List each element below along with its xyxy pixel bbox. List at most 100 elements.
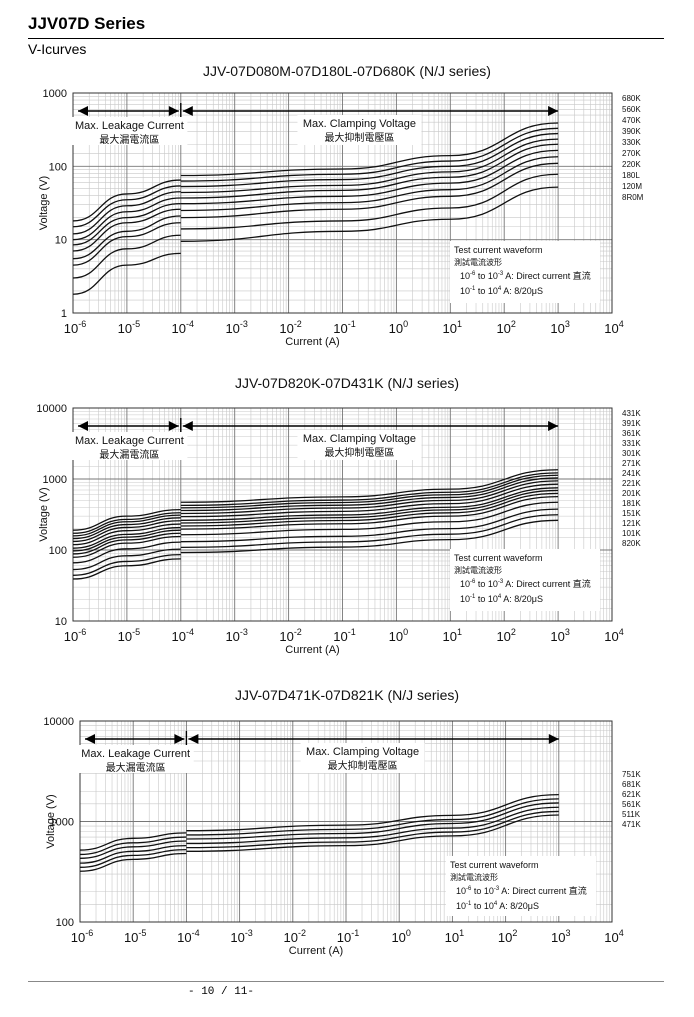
series-220K — [72, 156, 559, 260]
leakage-label: Max. Leakage Current — [75, 120, 184, 132]
x-tick-label: 10-3 — [225, 319, 247, 336]
clamping-curve — [180, 487, 559, 521]
legend-entry: 470K — [622, 116, 641, 125]
leakage-curve — [72, 215, 181, 260]
clamping-curve — [180, 143, 559, 199]
x-tick-label: 102 — [496, 319, 515, 336]
test-note-line1: 10-6 to 10-3 A: Direct current 直流 — [456, 885, 587, 896]
clamping-label: Max. Clamping Voltage — [306, 746, 419, 758]
series-681K — [79, 798, 559, 856]
test-note-line2: 10-1 to 104 A: 8/20μS — [460, 594, 543, 604]
test-note-box — [450, 241, 600, 303]
plot-frame — [72, 407, 613, 622]
x-axis-label: Current (A) — [289, 945, 343, 957]
series-330K — [72, 143, 559, 246]
chart-title: JJV-07D820K-07D431K (N/J series) — [235, 375, 459, 391]
series-181K — [72, 495, 559, 558]
leakage-curve — [72, 185, 181, 228]
x-tick-label: 10-2 — [279, 627, 301, 644]
leakage-curve — [79, 848, 187, 868]
series-560K — [72, 127, 559, 228]
x-tick-label: 10-6 — [64, 319, 86, 336]
legend-entry: 301K — [622, 449, 641, 458]
leakage-curve — [72, 529, 181, 552]
clamping-curve — [180, 149, 559, 205]
legend-entry: 431K — [622, 409, 641, 418]
leakage-label-bg — [71, 432, 188, 460]
legend-entry: 680K — [622, 94, 641, 103]
y-tick-label: 10 — [55, 616, 67, 628]
leakage-curve — [72, 197, 181, 241]
leakage-curve — [72, 202, 181, 246]
clamping-curve — [180, 483, 559, 518]
y-tick-label: 100 — [49, 545, 67, 557]
x-tick-label: 100 — [389, 319, 408, 336]
x-tick-label: 102 — [498, 928, 517, 945]
footer-rule — [28, 981, 664, 982]
leakage-curve — [72, 520, 181, 543]
leakage-curve — [72, 554, 181, 576]
clamping-curve — [180, 474, 559, 509]
clamping-label: Max. Clamping Voltage — [303, 433, 416, 445]
leakage-label: Max. Leakage Current — [81, 748, 190, 760]
y-tick-label: 100 — [56, 917, 74, 929]
series-511K — [79, 810, 559, 868]
test-note-title: Test current waveform — [450, 860, 539, 870]
title-rule — [28, 38, 664, 39]
chart-2: JJV-07D820K-07D431K (N/J series) 10 100 100… — [0, 372, 694, 662]
y-tick-label: 1000 — [43, 88, 67, 100]
clamping-curve — [180, 489, 559, 524]
clamping-label-cn: 最大抑制電壓區 — [328, 759, 398, 772]
series-431K — [72, 469, 559, 531]
clamping-curve — [180, 132, 559, 188]
series-471K — [79, 814, 559, 872]
x-tick-label: 10-4 — [177, 928, 199, 945]
leakage-curve — [79, 852, 187, 872]
test-note-title: Test current waveform — [454, 245, 543, 255]
x-tick-label: 104 — [604, 627, 623, 644]
x-tick-label: 10-4 — [172, 319, 194, 336]
series-151K — [72, 501, 559, 564]
clamping-curve — [186, 802, 559, 840]
test-note-line1: 10-6 to 10-3 A: Direct current 直流 — [460, 270, 591, 281]
x-tick-label: 104 — [604, 928, 623, 945]
vi-chart-svg: JJV-07D820K-07D431K (N/J series) 10 100 100… — [36, 375, 641, 656]
legend-entry: 820K — [622, 539, 641, 548]
legend-entry: 751K — [622, 770, 641, 779]
x-tick-label: 103 — [550, 319, 569, 336]
clamping-curve — [180, 127, 559, 182]
leakage-curve — [72, 252, 181, 295]
leakage-curve — [72, 548, 181, 571]
series-391K — [72, 472, 559, 534]
leakage-curve — [79, 832, 187, 851]
legend-entry: 681K — [622, 780, 641, 789]
x-tick-label: 101 — [443, 319, 462, 336]
x-tick-label: 103 — [551, 928, 570, 945]
x-tick-label: 10-1 — [337, 928, 359, 945]
clamping-curve — [180, 480, 559, 515]
clamping-curve — [186, 793, 559, 832]
chart-3: JJV-07D471K-07D821K (N/J series) 100 1000 1… — [0, 684, 694, 974]
leakage-curve — [79, 836, 187, 856]
legend-entry: 560K — [622, 105, 641, 114]
legend-entry: 101K — [622, 529, 641, 538]
legend-entry: 201K — [622, 489, 641, 498]
legend-entry: 180L — [622, 171, 640, 180]
test-note-line2: 10-1 to 104 A: 8/20μS — [460, 286, 543, 296]
clamping-curve — [180, 492, 559, 527]
clamping-curve — [180, 138, 559, 194]
leakage-curve — [72, 509, 181, 531]
clamping-label-bg — [297, 430, 422, 460]
x-tick-label: 10-4 — [172, 627, 194, 644]
chart-1: JJV-07D080M-07D180L-07D680K (N/J series)… — [0, 60, 694, 350]
legend-entry: 621K — [622, 790, 641, 799]
y-axis-label: Voltage (V) — [38, 176, 50, 230]
legend-entry: 181K — [622, 499, 641, 508]
legend-entry: 220K — [622, 160, 641, 169]
clamping-curve — [180, 501, 559, 536]
leakage-curve — [72, 234, 181, 279]
leakage-label-bg — [71, 117, 188, 145]
clamping-curve — [180, 495, 559, 530]
legend-entry: 391K — [622, 419, 641, 428]
clamping-label-bg — [297, 115, 422, 145]
